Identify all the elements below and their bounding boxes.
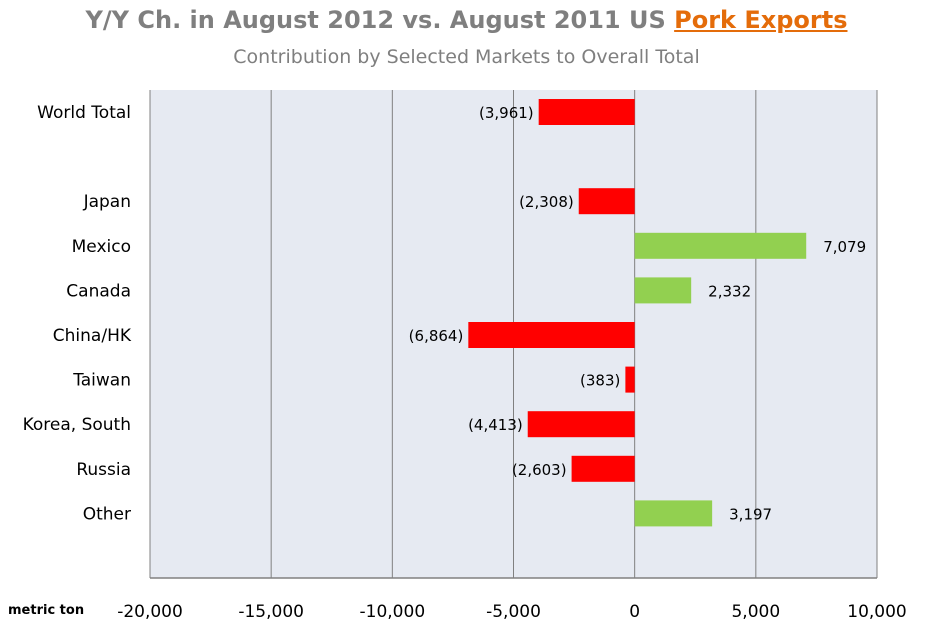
- x-tick-label: 0: [629, 602, 640, 622]
- category-label: Other: [83, 504, 131, 524]
- bar: [634, 232, 807, 259]
- data-label: (2,308): [519, 193, 574, 211]
- chart-title-prefix: Y/Y Ch. in August 2012 vs. August 2011 U…: [85, 6, 675, 34]
- category-label: Russia: [76, 460, 131, 480]
- bar: [468, 322, 635, 348]
- bar: [571, 455, 635, 482]
- data-label: (2,603): [512, 461, 567, 479]
- chart-title-highlight: Pork Exports: [674, 6, 848, 34]
- x-tick-label: -5,000: [486, 602, 541, 622]
- bar: [538, 99, 635, 125]
- data-label: (6,864): [409, 327, 464, 345]
- data-label: 7,079: [823, 238, 866, 256]
- category-label: Japan: [83, 192, 131, 212]
- bar: [578, 188, 635, 215]
- unit-label: metric ton: [8, 603, 84, 618]
- chart-subtitle: Contribution by Selected Markets to Over…: [233, 46, 700, 68]
- x-tick-label: -20,000: [117, 602, 183, 622]
- category-label: China/HK: [53, 326, 132, 346]
- category-label: Canada: [66, 281, 131, 301]
- x-tick-label: -10,000: [360, 602, 426, 622]
- data-label: (3,961): [479, 104, 534, 122]
- data-label: 2,332: [708, 282, 751, 300]
- data-label: 3,197: [729, 505, 772, 523]
- data-label: (4,413): [468, 416, 523, 434]
- bar: [527, 411, 635, 438]
- x-tick-label: -15,000: [238, 602, 304, 622]
- x-tick-label: 5,000: [731, 602, 780, 622]
- category-label: Mexico: [72, 237, 131, 257]
- category-label: Taiwan: [72, 371, 131, 391]
- category-label: Korea, South: [23, 415, 131, 435]
- bar: [625, 366, 635, 393]
- bar: [634, 500, 713, 527]
- data-label: (383): [580, 372, 620, 390]
- chart-title: Y/Y Ch. in August 2012 vs. August 2011 U…: [0, 6, 933, 34]
- x-tick-label: 10,000: [847, 602, 906, 622]
- category-label: World Total: [37, 103, 131, 123]
- bar: [634, 277, 692, 304]
